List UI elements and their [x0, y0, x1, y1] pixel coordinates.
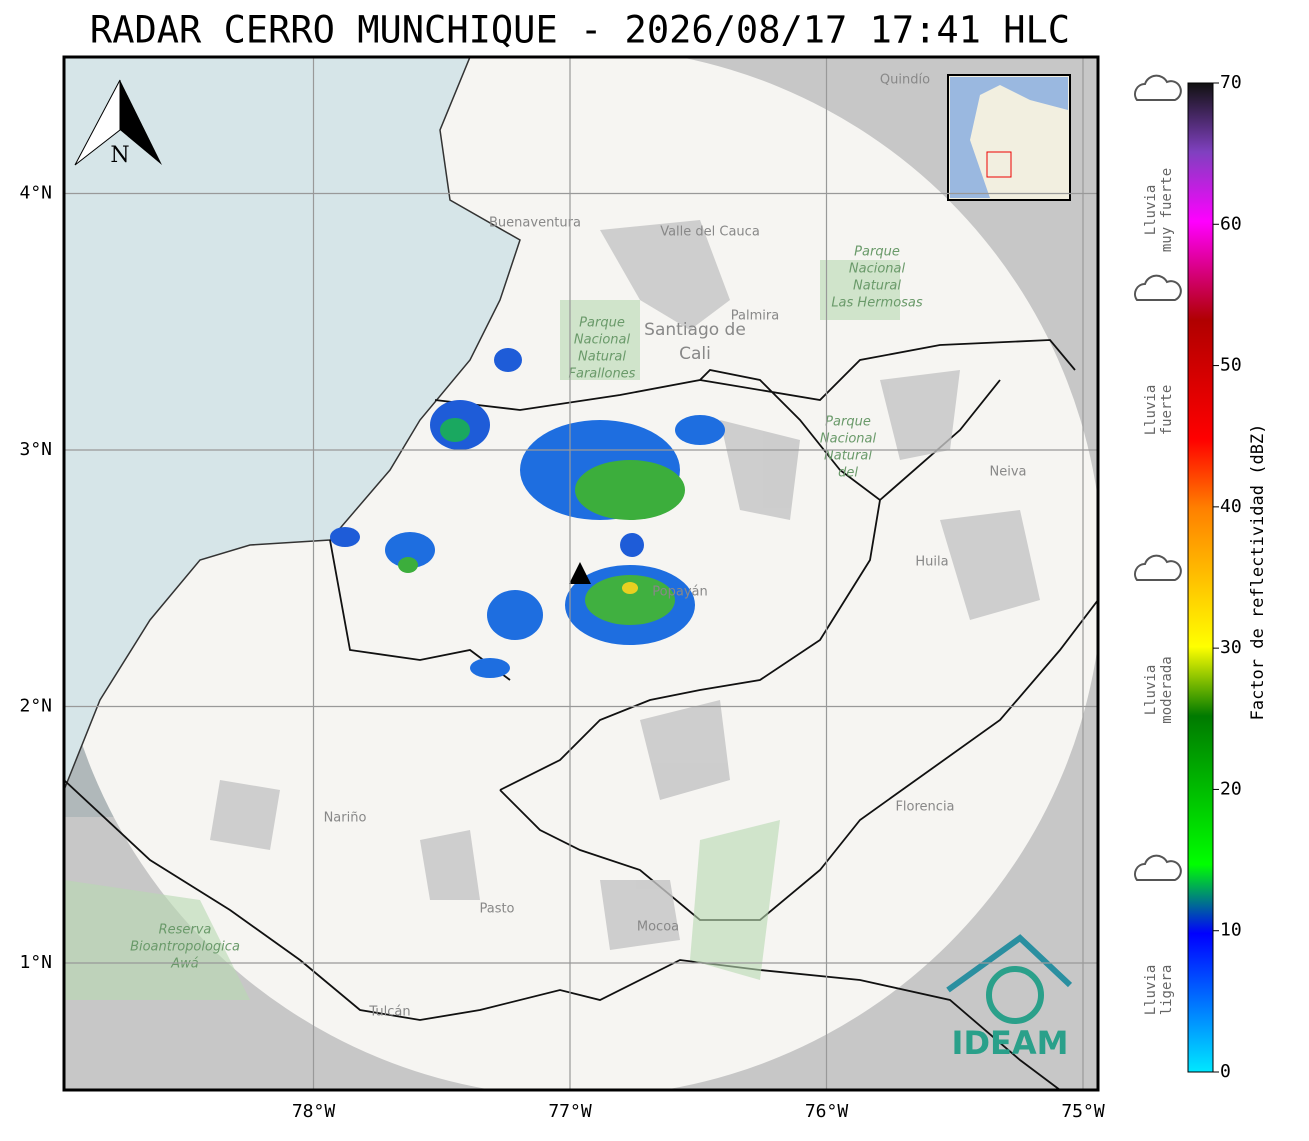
- cloud-icon: [1134, 554, 1182, 581]
- place-label: Pasto: [479, 902, 514, 917]
- place-label: Buenaventura: [489, 216, 581, 231]
- radar-echoes: [330, 348, 725, 678]
- park-label: Parque: [854, 245, 900, 260]
- colorbar-tick-label: 20: [1220, 778, 1242, 799]
- lon-label: 76°W: [805, 1101, 849, 1122]
- park-label: Natural: [853, 279, 901, 294]
- logo: IDEAM: [952, 1024, 1069, 1062]
- map-frame: [62, 55, 1100, 1092]
- lon-label: 77°W: [548, 1101, 592, 1122]
- park-label: Parque: [825, 415, 871, 430]
- colorbar: [1187, 82, 1214, 1073]
- lat-label: 4°N: [19, 183, 52, 204]
- title: RADAR CERRO MUNCHIQUE - 2026/08/17 17:41…: [90, 9, 1070, 52]
- rain-label: muy fuerte: [1159, 168, 1175, 252]
- colorbar-tick-label: 0: [1220, 1061, 1231, 1082]
- north-label: N: [110, 143, 129, 168]
- park-label: Reserva: [159, 923, 212, 938]
- rain-label: moderada: [1159, 656, 1175, 723]
- place-label: Mocoa: [637, 920, 679, 935]
- park-label: Awá: [170, 957, 199, 972]
- place-label: Neiva: [990, 465, 1027, 480]
- park-label: Bioantropologica: [130, 940, 240, 955]
- place-label: Tulcán: [368, 1005, 410, 1020]
- map: Quindío Buenaventura Valle del Cauca Palmir…: [64, 57, 1098, 1090]
- park-label: del: [838, 466, 858, 481]
- lat-label: 3°N: [19, 439, 52, 460]
- place-label: Santiago de: [644, 320, 746, 340]
- place-label: Valle del Cauca: [660, 225, 760, 240]
- park-label: Las Hermosas: [831, 296, 923, 311]
- rain-label: Lluvia: [1143, 665, 1159, 716]
- colorbar-label: Factor de reflectividad (dBZ): [1248, 424, 1268, 721]
- place-label: Nariño: [324, 811, 367, 826]
- lon-label: 75°W: [1061, 1101, 1105, 1122]
- rain-label: ligera: [1159, 965, 1175, 1016]
- park-label: Nacional: [849, 262, 906, 277]
- colorbar-tick-label: 10: [1220, 920, 1242, 941]
- colorbar-tick-label: 50: [1220, 355, 1242, 376]
- colorbar-tick-label: 60: [1220, 213, 1242, 234]
- park-label: Natural: [824, 449, 872, 464]
- place-label: Quindío: [880, 73, 930, 88]
- lon-label: 78°W: [292, 1101, 336, 1122]
- colorbar-tick-label: 70: [1220, 72, 1242, 93]
- rain-label: Lluvia: [1143, 385, 1159, 436]
- place-label: Florencia: [895, 800, 954, 815]
- colorbar-tick-label: 40: [1220, 496, 1242, 517]
- place-label: Palmira: [731, 309, 779, 324]
- colorbar-tick-label: 30: [1220, 637, 1242, 658]
- park-label: Nacional: [574, 333, 631, 348]
- rain-label: Lluvia: [1143, 185, 1159, 236]
- cloud-icon: [1134, 854, 1182, 881]
- park-label: Natural: [578, 350, 626, 365]
- place-label: Huila: [915, 555, 948, 570]
- lat-label: 2°N: [19, 696, 52, 717]
- rain-label: fuerte: [1159, 385, 1175, 436]
- place-label: Cali: [679, 344, 711, 364]
- place-label: Popayán: [652, 585, 707, 600]
- park-label: Parque: [579, 316, 625, 331]
- park-label: Farallones: [569, 367, 636, 382]
- cloud-icon: [1134, 274, 1182, 301]
- cloud-icon: [1134, 74, 1182, 101]
- lat-label: 1°N: [19, 952, 52, 973]
- rain-label: Lluvia: [1143, 965, 1159, 1016]
- park-label: Nacional: [820, 432, 877, 447]
